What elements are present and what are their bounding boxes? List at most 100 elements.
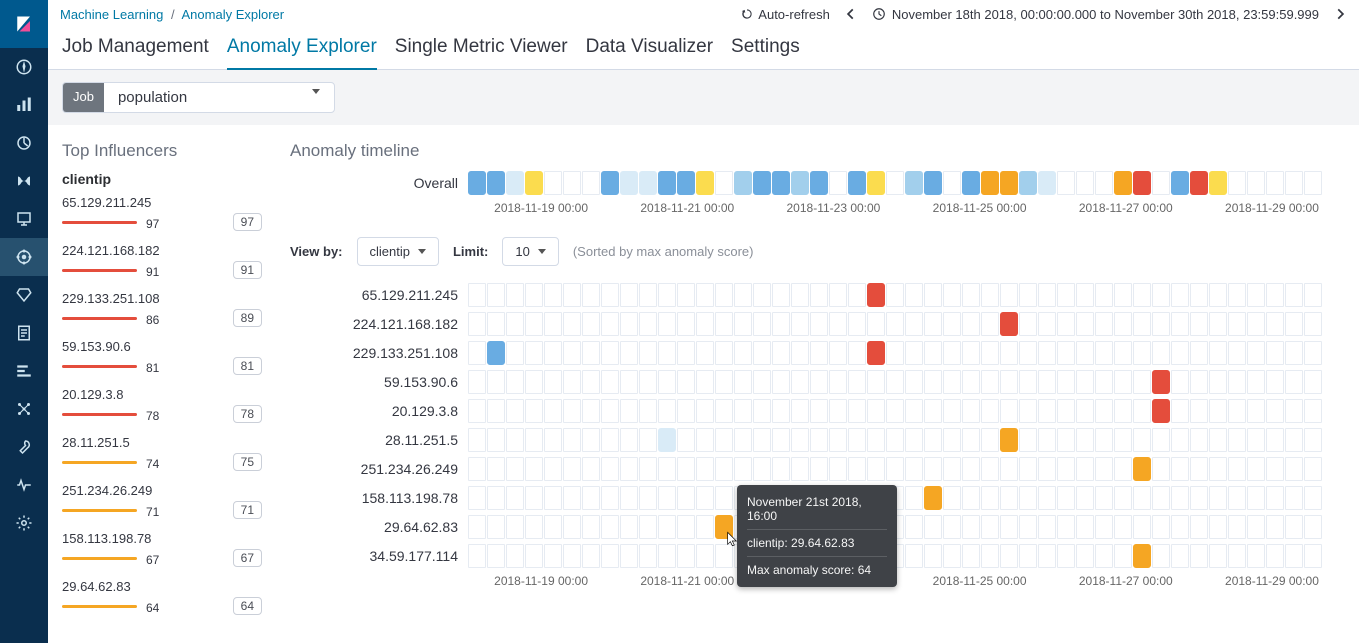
swimlane-cell[interactable] (1076, 312, 1094, 336)
swimlane-cell[interactable] (905, 171, 923, 195)
swimlane-cell[interactable] (620, 341, 638, 365)
swimlane-cell[interactable] (1247, 399, 1265, 423)
swimlane-cell[interactable] (1304, 486, 1322, 510)
swimlane-cell[interactable] (1228, 399, 1246, 423)
swimlane-cell[interactable] (791, 428, 809, 452)
swimlane-cell[interactable] (962, 515, 980, 539)
swimlane-cell[interactable] (1019, 544, 1037, 568)
swimlane-cell[interactable] (1171, 428, 1189, 452)
swimlane-cell[interactable] (981, 544, 999, 568)
tab-anomaly-explorer[interactable]: Anomaly Explorer (227, 36, 377, 70)
swimlane-cell[interactable] (1190, 370, 1208, 394)
swimlane-cell[interactable] (696, 312, 714, 336)
swimlane-cell[interactable] (1190, 486, 1208, 510)
swimlane-cell[interactable] (468, 428, 486, 452)
swimlane-cell[interactable] (981, 171, 999, 195)
swimlane-cell[interactable] (620, 171, 638, 195)
swimlane-cell[interactable] (1247, 486, 1265, 510)
swimlane-cell[interactable] (886, 171, 904, 195)
swimlane-cell[interactable] (1266, 515, 1284, 539)
swimlane-cell[interactable] (753, 399, 771, 423)
swimlane-cell[interactable] (620, 486, 638, 510)
swimlane-cell[interactable] (753, 370, 771, 394)
swimlane-cell[interactable] (1019, 312, 1037, 336)
swimlane-cell[interactable] (506, 283, 524, 307)
swimlane-cell[interactable] (1019, 370, 1037, 394)
swimlane-cell[interactable] (677, 486, 695, 510)
swimlane-cell[interactable] (658, 486, 676, 510)
swimlane-cell[interactable] (1114, 428, 1132, 452)
chevron-left-icon[interactable] (844, 7, 858, 21)
swimlane-cell[interactable] (981, 399, 999, 423)
swimlane-cell[interactable] (1114, 515, 1132, 539)
swimlane-cell[interactable] (1000, 399, 1018, 423)
swimlane-cell[interactable] (829, 399, 847, 423)
swimlane-cell[interactable] (829, 283, 847, 307)
swimlane-cell[interactable] (658, 283, 676, 307)
swimlane-cell[interactable] (1133, 370, 1151, 394)
swimlane-cell[interactable] (1000, 312, 1018, 336)
swimlane-cell[interactable] (772, 370, 790, 394)
swimlane-cell[interactable] (1000, 486, 1018, 510)
swimlane-cell[interactable] (1000, 370, 1018, 394)
swimlane-cell[interactable] (1076, 428, 1094, 452)
swimlane-cell[interactable] (924, 399, 942, 423)
nav-apm[interactable] (0, 352, 48, 390)
swimlane-cell[interactable] (1285, 399, 1303, 423)
influencer-row[interactable]: 224.121.168.1829191 (62, 243, 262, 279)
time-range[interactable]: November 18th 2018, 00:00:00.000 to Nove… (872, 7, 1319, 22)
swimlane-cell[interactable] (1190, 171, 1208, 195)
swimlane-cell[interactable] (1095, 428, 1113, 452)
swimlane-cell[interactable] (905, 341, 923, 365)
swimlane-cell[interactable] (924, 370, 942, 394)
swimlane-cell[interactable] (1000, 515, 1018, 539)
swimlane-cell[interactable] (848, 399, 866, 423)
nav-infra[interactable] (0, 276, 48, 314)
swimlane-cell[interactable] (1247, 370, 1265, 394)
swimlane-cell[interactable] (1133, 544, 1151, 568)
swimlane-cell[interactable] (639, 515, 657, 539)
swimlane-cell[interactable] (1209, 486, 1227, 510)
swimlane-cell[interactable] (1019, 399, 1037, 423)
swimlane-cell[interactable] (1285, 515, 1303, 539)
swimlane-cell[interactable] (1171, 171, 1189, 195)
swimlane-cell[interactable] (1285, 370, 1303, 394)
swimlane-cell[interactable] (1057, 283, 1075, 307)
swimlane-cell[interactable] (1114, 486, 1132, 510)
swimlane-cell[interactable] (1228, 370, 1246, 394)
swimlane-cell[interactable] (905, 399, 923, 423)
swimlane-cell[interactable] (1266, 171, 1284, 195)
swimlane-cell[interactable] (924, 312, 942, 336)
swimlane-cell[interactable] (1171, 457, 1189, 481)
swimlane-cell[interactable] (1000, 171, 1018, 195)
swimlane-cell[interactable] (810, 370, 828, 394)
swimlane-cell[interactable] (867, 370, 885, 394)
swimlane-cell[interactable] (601, 370, 619, 394)
swimlane-cell[interactable] (582, 544, 600, 568)
swimlane-cell[interactable] (639, 171, 657, 195)
swimlane-cell[interactable] (1133, 486, 1151, 510)
swimlane-cell[interactable] (696, 283, 714, 307)
swimlane-row[interactable]: 65.129.211.245 (290, 280, 1345, 309)
nav-graph[interactable] (0, 390, 48, 428)
swimlane-cell[interactable] (1285, 171, 1303, 195)
swimlane-cell[interactable] (1076, 171, 1094, 195)
swimlane-cell[interactable] (924, 171, 942, 195)
swimlane-cell[interactable] (1304, 544, 1322, 568)
swimlane-row[interactable]: 59.153.90.6 (290, 367, 1345, 396)
swimlane-cell[interactable] (848, 283, 866, 307)
swimlane-cell[interactable] (1038, 486, 1056, 510)
swimlane-cell[interactable] (677, 341, 695, 365)
swimlane-cell[interactable] (1133, 515, 1151, 539)
swimlane-cell[interactable] (1095, 515, 1113, 539)
swimlane-cell[interactable] (1171, 515, 1189, 539)
swimlane-cell[interactable] (1209, 399, 1227, 423)
swimlane-cell[interactable] (791, 341, 809, 365)
swimlane-cell[interactable] (1266, 312, 1284, 336)
swimlane-cell[interactable] (677, 544, 695, 568)
swimlane-cell[interactable] (544, 312, 562, 336)
tab-single-metric-viewer[interactable]: Single Metric Viewer (395, 36, 568, 69)
swimlane-cell[interactable] (981, 283, 999, 307)
swimlane-cell[interactable] (620, 515, 638, 539)
swimlane-cell[interactable] (1171, 341, 1189, 365)
